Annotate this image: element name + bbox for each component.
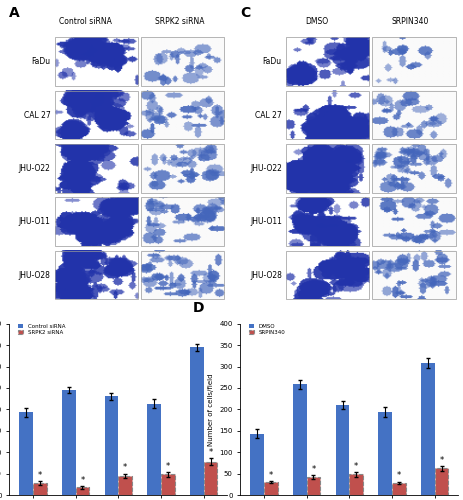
Bar [55,38,138,86]
Text: *: * [311,464,316,473]
Bar [204,462,217,495]
Text: Control siRNA: Control siRNA [59,17,112,26]
Bar [55,198,138,246]
Bar [372,251,456,300]
Y-axis label: Number of cells/field: Number of cells/field [208,373,213,446]
Text: SRPK2 siRNA: SRPK2 siRNA [155,17,204,26]
Bar [141,198,225,246]
Bar [372,144,456,192]
Bar [435,468,449,495]
Bar [372,38,456,86]
Bar [190,347,204,495]
Bar [286,38,369,86]
Bar [250,434,264,495]
Text: JHU-O22: JHU-O22 [19,164,50,173]
Text: *: * [439,456,444,465]
Bar [350,474,363,495]
Bar [118,476,132,495]
Bar [307,477,320,495]
Text: *: * [269,470,273,480]
Text: C: C [240,6,250,20]
Text: FaDu: FaDu [31,57,50,66]
Text: *: * [166,462,170,471]
Bar [372,91,456,140]
Bar [392,483,406,495]
Text: *: * [123,464,127,472]
Bar [62,390,75,495]
Bar [75,488,89,495]
Text: SRPIN340: SRPIN340 [392,17,429,26]
Text: FaDu: FaDu [263,57,282,66]
Bar [336,405,350,495]
Text: JHU-O22: JHU-O22 [250,164,282,173]
Text: *: * [397,472,401,480]
Bar [286,251,369,300]
Bar [105,396,118,495]
Text: *: * [80,476,85,484]
Bar [264,482,278,495]
Bar [141,38,225,86]
Bar [372,198,456,246]
Bar [55,144,138,192]
Bar [55,91,138,140]
Bar [286,198,369,246]
Bar [293,384,307,495]
Bar [141,91,225,140]
Text: JHU-O11: JHU-O11 [250,218,282,226]
Text: *: * [208,448,213,457]
Bar [141,251,225,300]
Bar [33,483,46,495]
Text: JHU-O28: JHU-O28 [19,270,50,280]
Bar [286,144,369,192]
Text: DMSO: DMSO [305,17,328,26]
Text: CAL 27: CAL 27 [24,110,50,120]
Bar [19,412,33,495]
Bar [421,363,435,495]
Bar [55,251,138,300]
Text: JHU-O28: JHU-O28 [250,270,282,280]
Text: JHU-O11: JHU-O11 [19,218,50,226]
Bar [161,474,175,495]
Text: A: A [9,6,20,20]
Bar [147,404,161,495]
Legend: Control siRNA, SRPK2 siRNA: Control siRNA, SRPK2 siRNA [16,323,66,336]
Legend: DMSO, SRPIN340: DMSO, SRPIN340 [248,323,287,336]
Bar [286,91,369,140]
Bar [141,144,225,192]
Text: CAL 27: CAL 27 [255,110,282,120]
Text: *: * [38,470,42,480]
Text: *: * [354,462,358,471]
Bar [378,412,392,495]
Text: D: D [193,301,204,315]
